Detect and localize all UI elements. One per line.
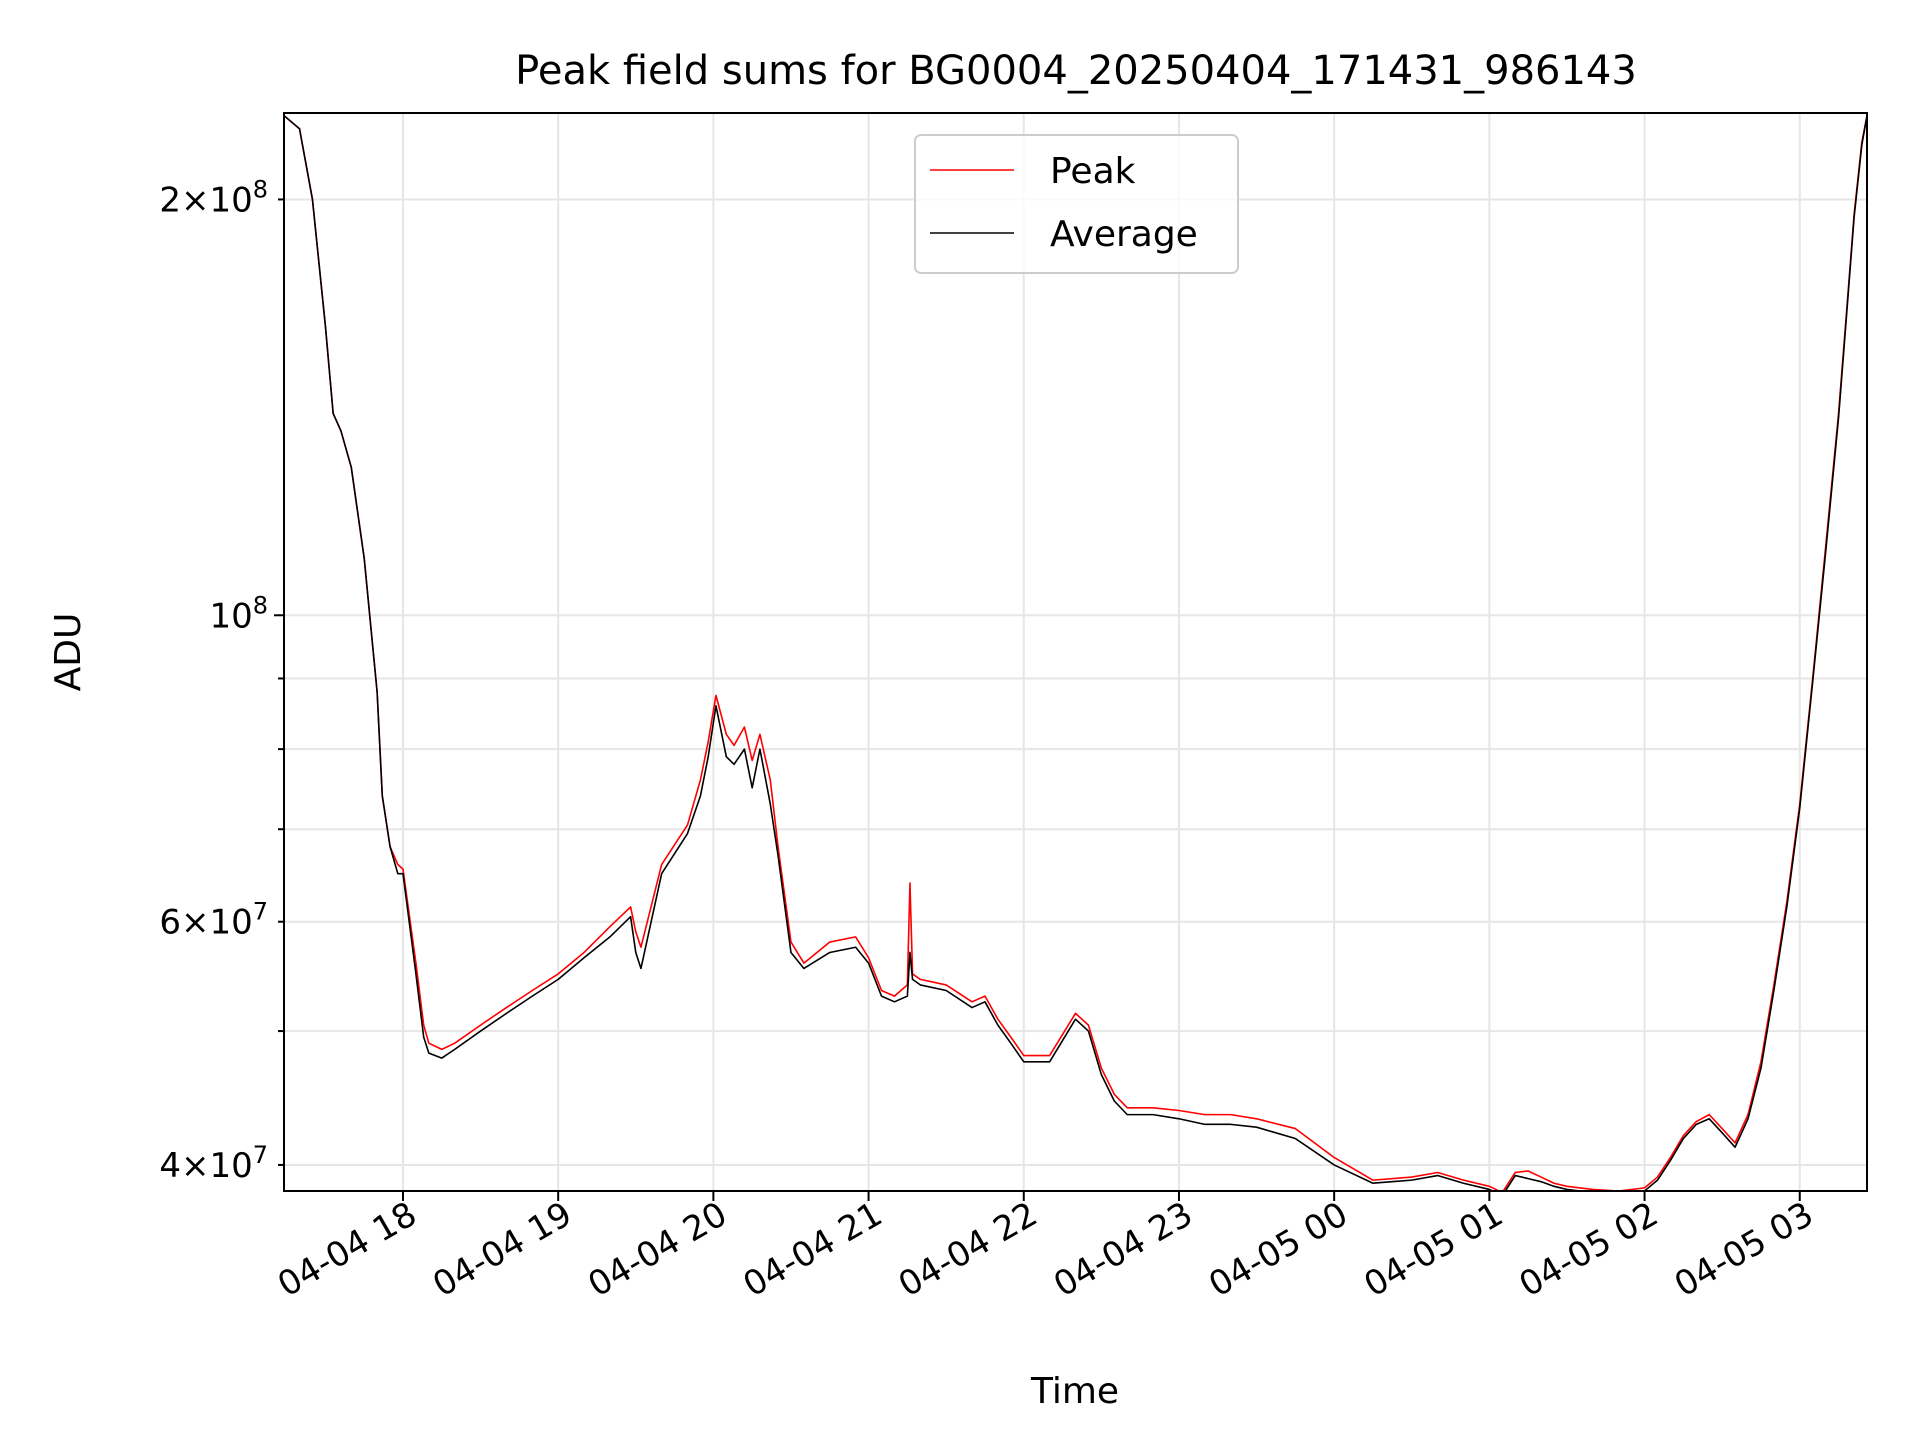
y-tick-mantissa: 6× xyxy=(159,903,209,943)
plot-area xyxy=(284,114,1867,1191)
y-tick-label: 108 xyxy=(209,591,268,636)
legend: Peak Average xyxy=(914,134,1239,274)
series-line-average xyxy=(284,114,1867,1191)
series-layer xyxy=(284,114,1867,1191)
y-tick-base: 10 xyxy=(209,180,252,220)
y-tick-mantissa: 4× xyxy=(159,1146,209,1186)
y-tick-exponent: 8 xyxy=(253,591,268,619)
y-tick-base: 10 xyxy=(209,1146,252,1186)
y-tick-base: 10 xyxy=(209,903,252,943)
legend-label-average: Average xyxy=(1050,214,1198,255)
y-tick-exponent: 7 xyxy=(253,898,268,926)
y-tick-mantissa: 2× xyxy=(159,180,209,220)
y-tick-base: 10 xyxy=(209,596,252,636)
y-tick-exponent: 8 xyxy=(253,175,268,203)
y-tick-label: 4×107 xyxy=(159,1141,268,1186)
legend-label-peak: Peak xyxy=(1050,151,1136,192)
axes-frame xyxy=(283,112,1868,1192)
y-tick-label: 6×107 xyxy=(159,898,268,943)
chart-title: Peak field sums for BG0004_20250404_1714… xyxy=(515,48,1637,94)
series-line-peak xyxy=(284,114,1867,1191)
y-axis-label: ADU xyxy=(48,613,89,692)
y-tick-exponent: 7 xyxy=(253,1141,268,1169)
y-tick-label: 2×108 xyxy=(159,175,268,220)
x-axis-label: Time xyxy=(1030,1371,1119,1412)
